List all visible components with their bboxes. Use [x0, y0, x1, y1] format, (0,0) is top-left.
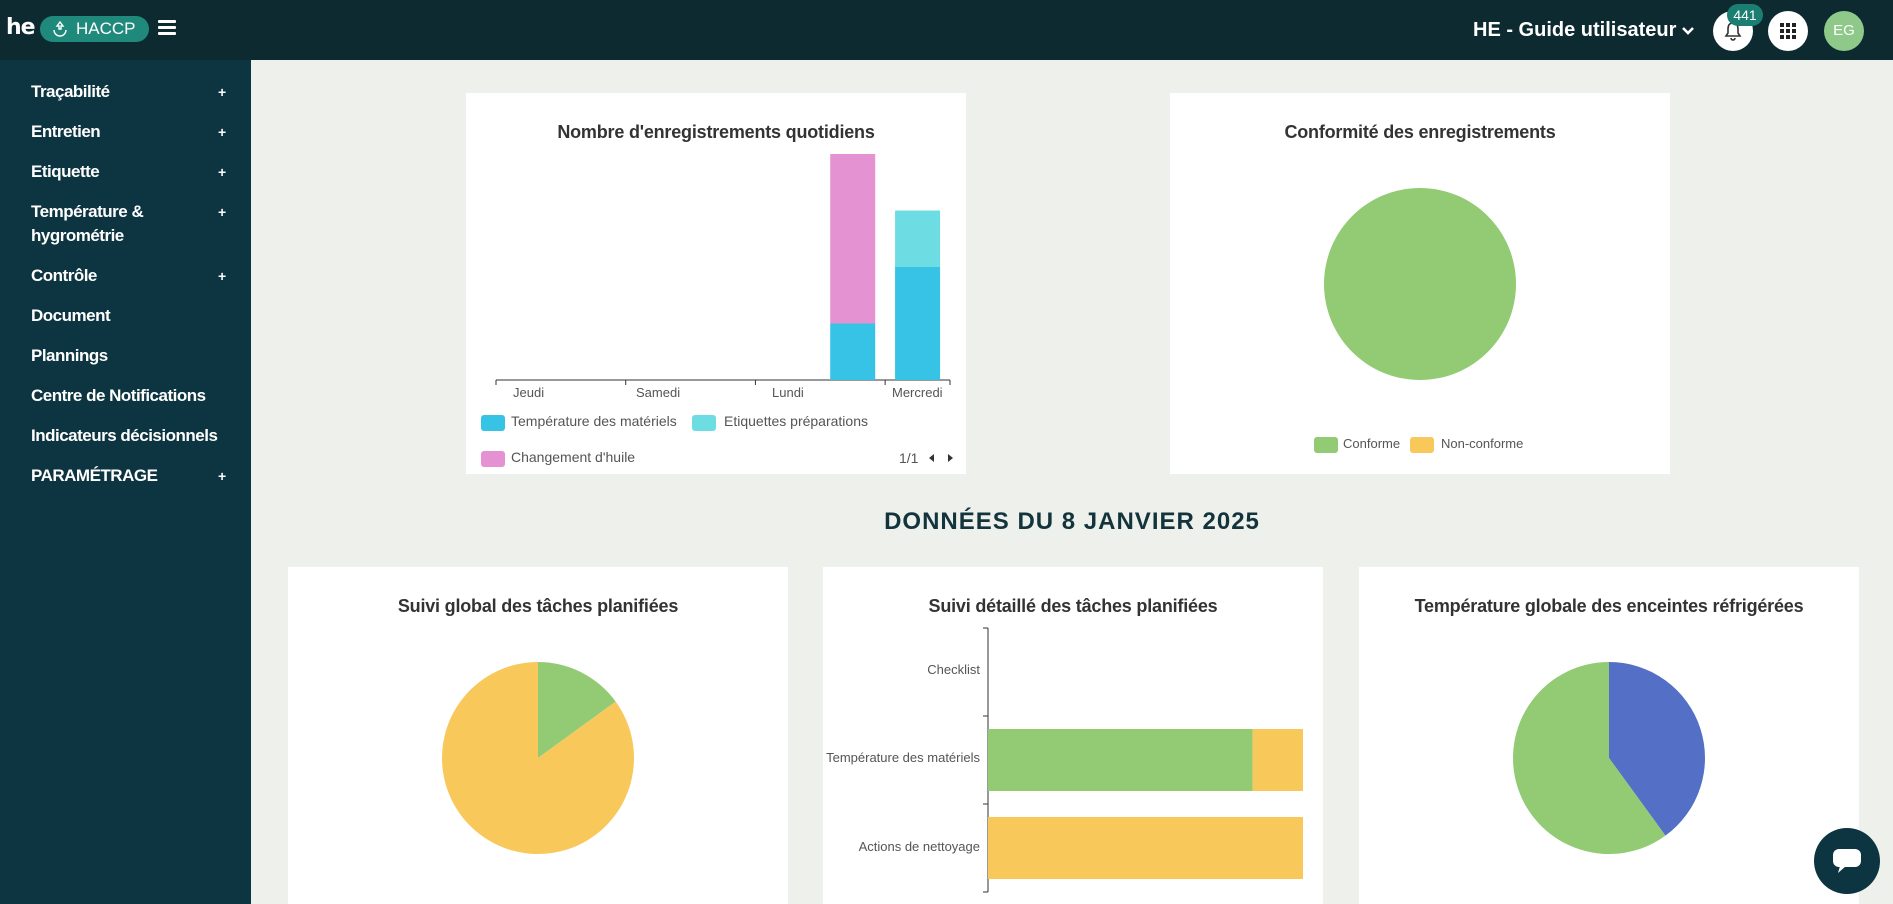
expand-icon[interactable]: +	[218, 124, 226, 140]
y-tick-label: Température des matériels	[826, 750, 980, 765]
tasks-global-card: Suivi global des tâches planifiées	[288, 567, 788, 904]
organization-selector[interactable]: HE - Guide utilisateur	[1473, 19, 1677, 41]
compliance-card: Conformité des enregistrements Conforme …	[1170, 93, 1670, 474]
legend-item[interactable]: Non-conforme	[1441, 436, 1524, 451]
sidebar-item-label: Etiquette	[31, 162, 100, 181]
app-name: HACCP	[76, 19, 136, 38]
bar-segment	[895, 210, 941, 267]
sidebar-item-tracabilite[interactable]: Traçabilité +	[31, 80, 231, 104]
legend-swatch[interactable]	[692, 415, 716, 431]
chart-title: Suivi global des tâches planifiées	[397, 596, 679, 616]
daily-records-chart	[495, 154, 951, 385]
y-tick-label: Actions de nettoyage	[858, 839, 980, 854]
chart-title: Conformité des enregistrements	[1284, 122, 1556, 142]
legend-swatch[interactable]	[481, 415, 505, 431]
legend-swatch[interactable]	[1314, 437, 1338, 453]
sidebar-item-parametrage[interactable]: PARAMÉTRAGE +	[31, 464, 231, 488]
sidebar-item-label: Entretien	[31, 122, 101, 141]
section-title: DONNÉES DU 8 JANVIER 2025	[884, 508, 1260, 535]
daily-records-card: Nombre d'enregistrements quotidiens Jeud…	[466, 93, 966, 474]
legend-pagination: 1/1	[899, 450, 919, 466]
expand-icon[interactable]: +	[218, 468, 226, 484]
bar-segment	[895, 267, 941, 380]
legend-swatch[interactable]	[481, 451, 505, 467]
pie-slice	[1513, 662, 1666, 854]
legend-swatch[interactable]	[1410, 437, 1434, 453]
user-avatar[interactable]: EG	[1824, 11, 1864, 51]
logo-he[interactable]: he	[6, 15, 36, 40]
chart-title: Nombre d'enregistrements quotidiens	[557, 122, 875, 142]
apps-button[interactable]	[1768, 11, 1808, 51]
sidebar-item-etiquette[interactable]: Etiquette +	[31, 160, 231, 184]
sidebar-item-temperature[interactable]: Température & hygrométrie +	[31, 200, 226, 248]
y-tick-label: Checklist	[927, 662, 980, 677]
x-tick-label: Mercredi	[892, 385, 943, 400]
x-tick-label: Jeudi	[513, 385, 545, 400]
pie-slice	[538, 662, 616, 758]
sidebar-item-indicateurs[interactable]: Indicateurs décisionnels	[31, 424, 231, 448]
sidebar-item-controle[interactable]: Contrôle +	[31, 264, 231, 288]
compliance-pie	[1324, 188, 1516, 380]
pie-slice	[1609, 662, 1705, 836]
grid-icon	[1780, 23, 1796, 39]
sidebar-item-label: Indicateurs décisionnels	[31, 426, 218, 445]
legend-next-icon[interactable]	[947, 453, 955, 463]
pie-slice	[1324, 188, 1516, 380]
bar-segment	[988, 817, 1303, 879]
chart-title: Température globale des enceintes réfrig…	[1414, 596, 1804, 616]
legend-item[interactable]: Conforme	[1343, 436, 1401, 451]
bar-segment	[830, 154, 876, 324]
expand-icon[interactable]: +	[218, 164, 226, 180]
legend-prev-icon[interactable]	[927, 453, 935, 463]
sidebar-item-document[interactable]: Document	[31, 304, 231, 328]
recycle-icon	[53, 20, 67, 37]
legend-item[interactable]: Changement d'huile	[511, 449, 636, 465]
sidebar-item-label: Document	[31, 306, 111, 325]
bar-segment	[1252, 729, 1303, 791]
tasks-detail-chart	[983, 627, 1303, 893]
pie-slice	[441, 662, 634, 854]
sidebar-item-label: Centre de Notifications	[31, 386, 206, 405]
sidebar-item-label: Température & hygrométrie	[31, 202, 144, 245]
expand-icon[interactable]: +	[218, 204, 226, 220]
expand-icon[interactable]: +	[218, 268, 226, 284]
sidebar-item-label: PARAMÉTRAGE	[31, 466, 158, 485]
notifications-count-badge: 441	[1727, 4, 1763, 26]
chart-title: Suivi détaillé des tâches planifiées	[928, 596, 1218, 616]
x-tick-label: Lundi	[772, 385, 804, 400]
sidebar-item-label: Traçabilité	[31, 82, 110, 101]
bar-segment	[988, 729, 1253, 791]
fridge-temperature-card: Température globale des enceintes réfrig…	[1359, 567, 1859, 904]
menu-icon[interactable]	[158, 20, 176, 36]
sidebar-item-label: Plannings	[31, 346, 108, 365]
chat-icon	[1833, 849, 1861, 873]
sidebar-item-entretien[interactable]: Entretien +	[31, 120, 231, 144]
app-badge[interactable]: HACCP	[40, 16, 149, 42]
tasks-global-pie	[441, 662, 634, 854]
sidebar-item-label: Contrôle	[31, 266, 97, 285]
legend-item[interactable]: Température des matériels	[511, 413, 677, 429]
sidebar-item-notifications[interactable]: Centre de Notifications	[31, 384, 231, 408]
sidebar: Traçabilité + Entretien + Etiquette + Te…	[0, 60, 251, 904]
legend-item[interactable]: Etiquettes préparations	[724, 413, 868, 429]
expand-icon[interactable]: +	[218, 84, 226, 100]
sidebar-item-plannings[interactable]: Plannings	[31, 344, 231, 368]
bar-segment	[830, 323, 876, 380]
top-bar: he HACCP HE - Guide utilisateur 441 EG	[0, 0, 1893, 60]
tasks-detail-card: Suivi détaillé des tâches planifiées Che…	[823, 567, 1323, 904]
chat-button[interactable]	[1814, 828, 1880, 894]
fridge-temperature-pie	[1513, 662, 1705, 854]
chevron-down-icon[interactable]	[1681, 26, 1695, 36]
x-tick-label: Samedi	[636, 385, 681, 400]
